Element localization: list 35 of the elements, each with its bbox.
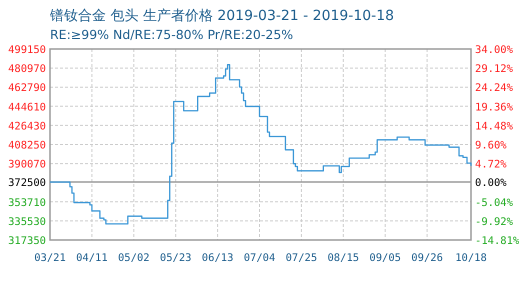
chart-subtitle: RE:≥99% Nd/RE:75-80% Pr/RE:20-25% <box>50 27 294 42</box>
y-tick-label: 462790 <box>8 82 46 94</box>
y-tick-label: 372500 <box>8 177 46 190</box>
x-tick-label: 03/21 <box>34 252 66 264</box>
y2-tick-label: 14.48% <box>475 120 514 132</box>
y-tick-label: 353710 <box>8 196 46 209</box>
y-tick-label: 408250 <box>8 140 46 152</box>
y2-tick-label: 0.00% <box>475 177 508 190</box>
x-tick-label: 05/02 <box>118 252 150 264</box>
x-tick-label: 07/04 <box>244 252 276 264</box>
y2-tick-label: 24.24% <box>475 82 514 94</box>
y-tick-label: 480970 <box>8 63 46 76</box>
y-tick-label: 390070 <box>8 158 46 171</box>
y2-tick-label: 34.00% <box>475 44 514 56</box>
x-tick-label: 04/11 <box>76 252 108 264</box>
x-tick-label: 09/26 <box>411 252 443 264</box>
x-tick-label: 06/13 <box>202 252 234 264</box>
y-tick-label: 426430 <box>8 120 46 132</box>
x-tick-label: 09/05 <box>369 252 402 264</box>
y-tick-label: 444610 <box>8 101 46 114</box>
y-tick-label: 499150 <box>8 44 46 56</box>
chart-title: 镨钕合金 包头 生产者价格 2019-03-21 - 2019-10-18 <box>49 8 394 24</box>
x-tick-label: 08/15 <box>328 252 360 264</box>
x-tick-label: 07/25 <box>286 252 318 264</box>
y2-tick-label: -14.81% <box>475 235 520 247</box>
y-tick-label: 335530 <box>8 216 46 228</box>
y2-tick-label: -9.92% <box>475 216 514 228</box>
y2-tick-label: 4.72% <box>475 158 508 171</box>
y2-tick-label: 29.12% <box>475 63 514 76</box>
y-tick-label: 317350 <box>8 235 46 247</box>
y2-tick-label: 9.60% <box>475 139 508 152</box>
y2-tick-label: 19.36% <box>475 101 514 114</box>
y2-tick-label: -5.04% <box>475 196 514 209</box>
x-tick-label: 05/23 <box>160 252 192 264</box>
x-tick-label: 10/18 <box>455 252 487 264</box>
